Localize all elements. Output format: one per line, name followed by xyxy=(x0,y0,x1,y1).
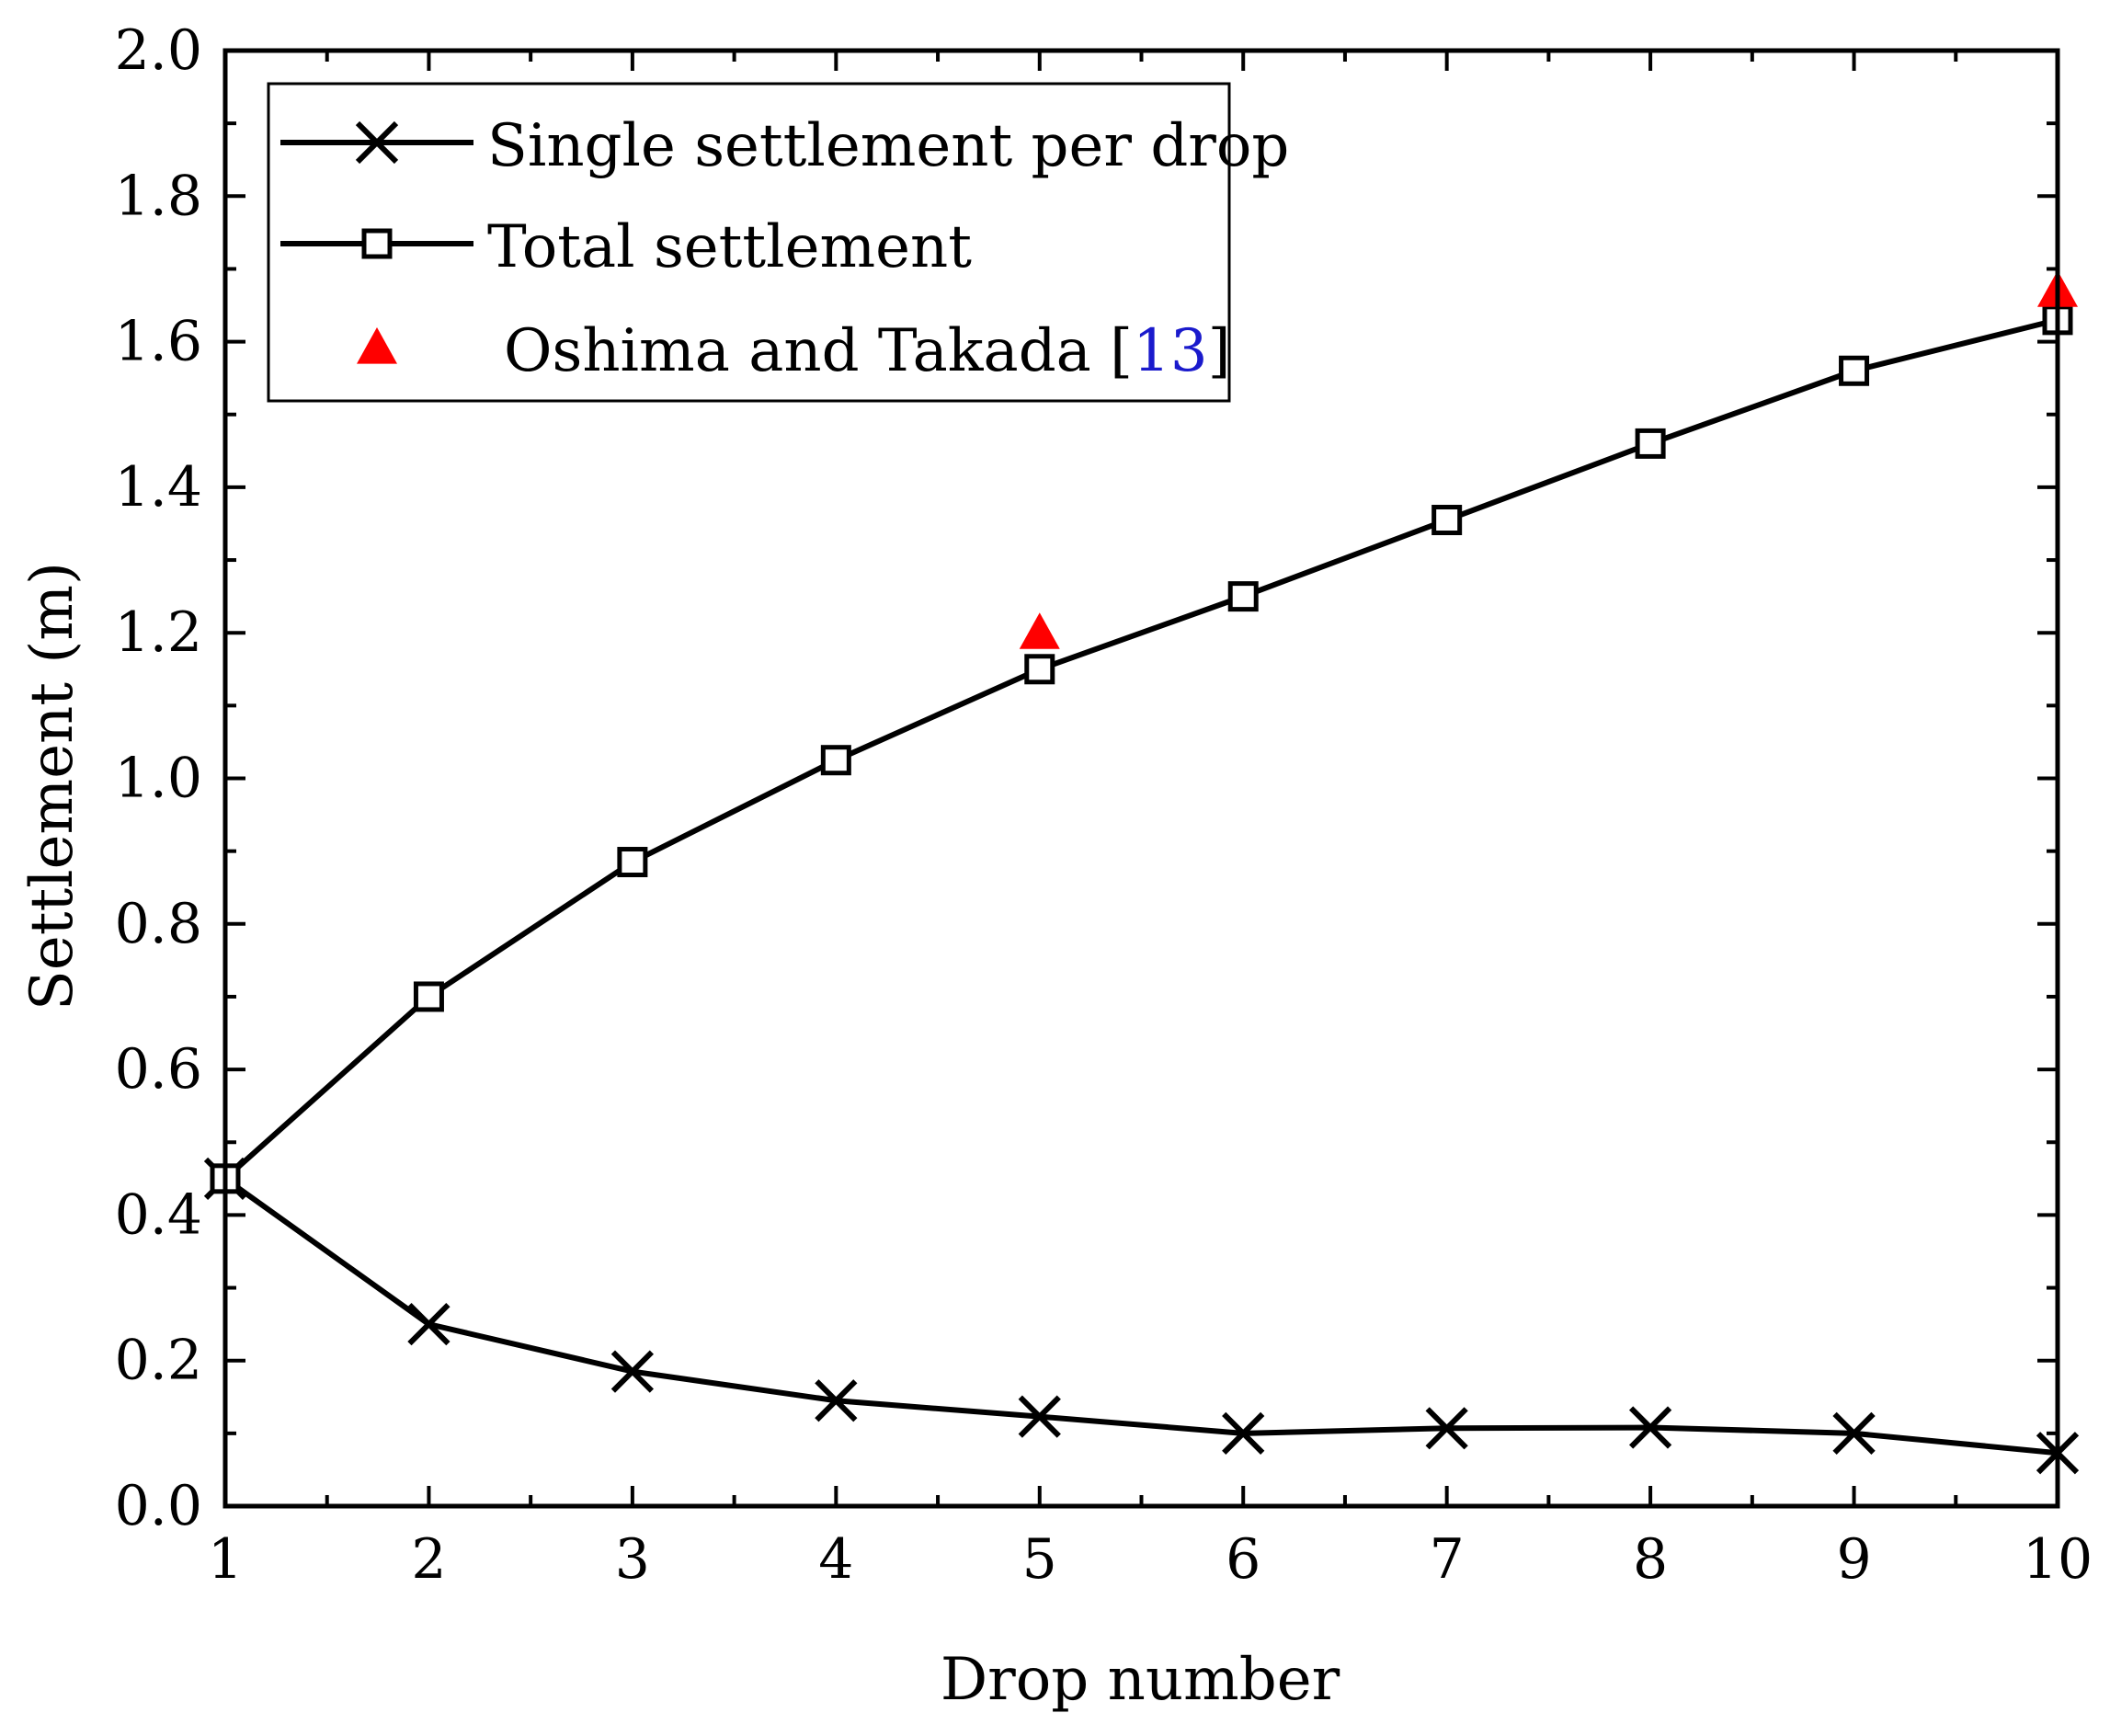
series-line xyxy=(223,1176,2059,1456)
x-tick-label: 3 xyxy=(615,1527,650,1592)
y-tick-label: 0.6 xyxy=(115,1037,202,1102)
legend-symbol-single-settlement xyxy=(280,120,473,165)
y-tick-label: 1.6 xyxy=(115,310,202,374)
data-point-marker-stroke xyxy=(610,1350,655,1393)
series-0 xyxy=(203,1157,2080,1475)
data-point-marker xyxy=(1431,505,1463,536)
legend-label-oshima-takada: Oshima and Takada [13] xyxy=(504,317,1231,385)
legend-label-oshima-prefix: Oshima and Takada [ xyxy=(504,317,1133,385)
data-point-marker xyxy=(1635,428,1666,459)
x-tick-label: 10 xyxy=(2023,1527,2093,1592)
data-point-marker xyxy=(1222,1411,1265,1455)
y-axis-title: Settlement (m) xyxy=(18,562,86,1011)
legend-label-oshima-ref[interactable]: 13 xyxy=(1133,317,1207,385)
data-point-marker xyxy=(610,1350,655,1393)
legend-label-single-settlement: Single settlement per drop xyxy=(487,112,1289,180)
x-tick-label: 2 xyxy=(411,1527,446,1592)
y-tick-label: 1.8 xyxy=(115,164,202,228)
data-point-marker-stroke xyxy=(1018,1395,1061,1438)
y-tick-label: 1.0 xyxy=(115,747,202,811)
data-point-marker xyxy=(1019,612,1060,649)
y-tick-label: 1.2 xyxy=(115,600,202,665)
legend-marker xyxy=(355,120,399,165)
data-point-marker xyxy=(413,981,444,1012)
data-point-marker-stroke xyxy=(407,1303,451,1346)
data-point-marker xyxy=(1425,1407,1468,1450)
y-tick-label: 0.2 xyxy=(115,1329,202,1393)
legend-symbol-oshima-takada xyxy=(357,327,397,364)
y-tick-label: 0.4 xyxy=(115,1182,202,1247)
plot-series xyxy=(203,270,2080,1475)
legend-marker-stroke xyxy=(355,120,399,165)
x-tick-label: 4 xyxy=(818,1527,853,1592)
series-line xyxy=(223,316,2059,1182)
data-point-marker xyxy=(1227,581,1259,612)
legend-label-total-settlement: Total settlement xyxy=(487,213,972,281)
x-tick-label: 1 xyxy=(208,1527,243,1592)
data-point-marker xyxy=(815,1379,858,1422)
x-tick-label: 8 xyxy=(1633,1527,1668,1592)
data-point-marker xyxy=(1018,1395,1061,1438)
data-point-marker xyxy=(1024,654,1055,685)
data-point-marker-stroke xyxy=(815,1379,858,1422)
data-point-marker-stroke xyxy=(1832,1411,1876,1455)
x-tick-label: 5 xyxy=(1022,1527,1057,1592)
legend: Single settlement per drop Total settlem… xyxy=(267,82,1289,403)
x-tick-label: 6 xyxy=(1226,1527,1260,1592)
legend-label-oshima-suffix: ] xyxy=(1208,317,1231,385)
data-point-marker xyxy=(617,847,648,878)
y-tick-label: 1.4 xyxy=(115,455,202,520)
data-point-marker xyxy=(1839,355,1870,386)
legend-symbol-total-settlement xyxy=(280,228,473,259)
data-point-marker xyxy=(407,1303,451,1346)
series-1 xyxy=(210,304,2073,1194)
legend-marker xyxy=(361,228,393,259)
axis-ticks: 1 2 3 4 5 6 7 8 9 10 0.0 0.2 0.4 0.6 0.8 1.0 1.2 1.4 1.6 1.… xyxy=(115,18,2093,1592)
data-point-marker xyxy=(820,745,851,776)
plot-frame xyxy=(222,48,2060,1509)
y-tick-label: 0.0 xyxy=(115,1474,202,1538)
x-tick-label: 9 xyxy=(1836,1527,1871,1592)
data-point-marker-stroke xyxy=(1425,1407,1468,1450)
y-tick-label: 0.8 xyxy=(115,892,202,956)
data-point-marker-stroke xyxy=(1222,1411,1265,1455)
x-tick-label: 7 xyxy=(1430,1527,1465,1592)
data-point-marker xyxy=(1832,1411,1876,1455)
data-point-marker xyxy=(1628,1406,1672,1449)
y-tick-label: 2.0 xyxy=(115,18,202,83)
legend-marker xyxy=(357,327,397,364)
data-point-marker-stroke xyxy=(1628,1406,1672,1449)
x-axis-title: Drop number xyxy=(941,1646,1340,1714)
